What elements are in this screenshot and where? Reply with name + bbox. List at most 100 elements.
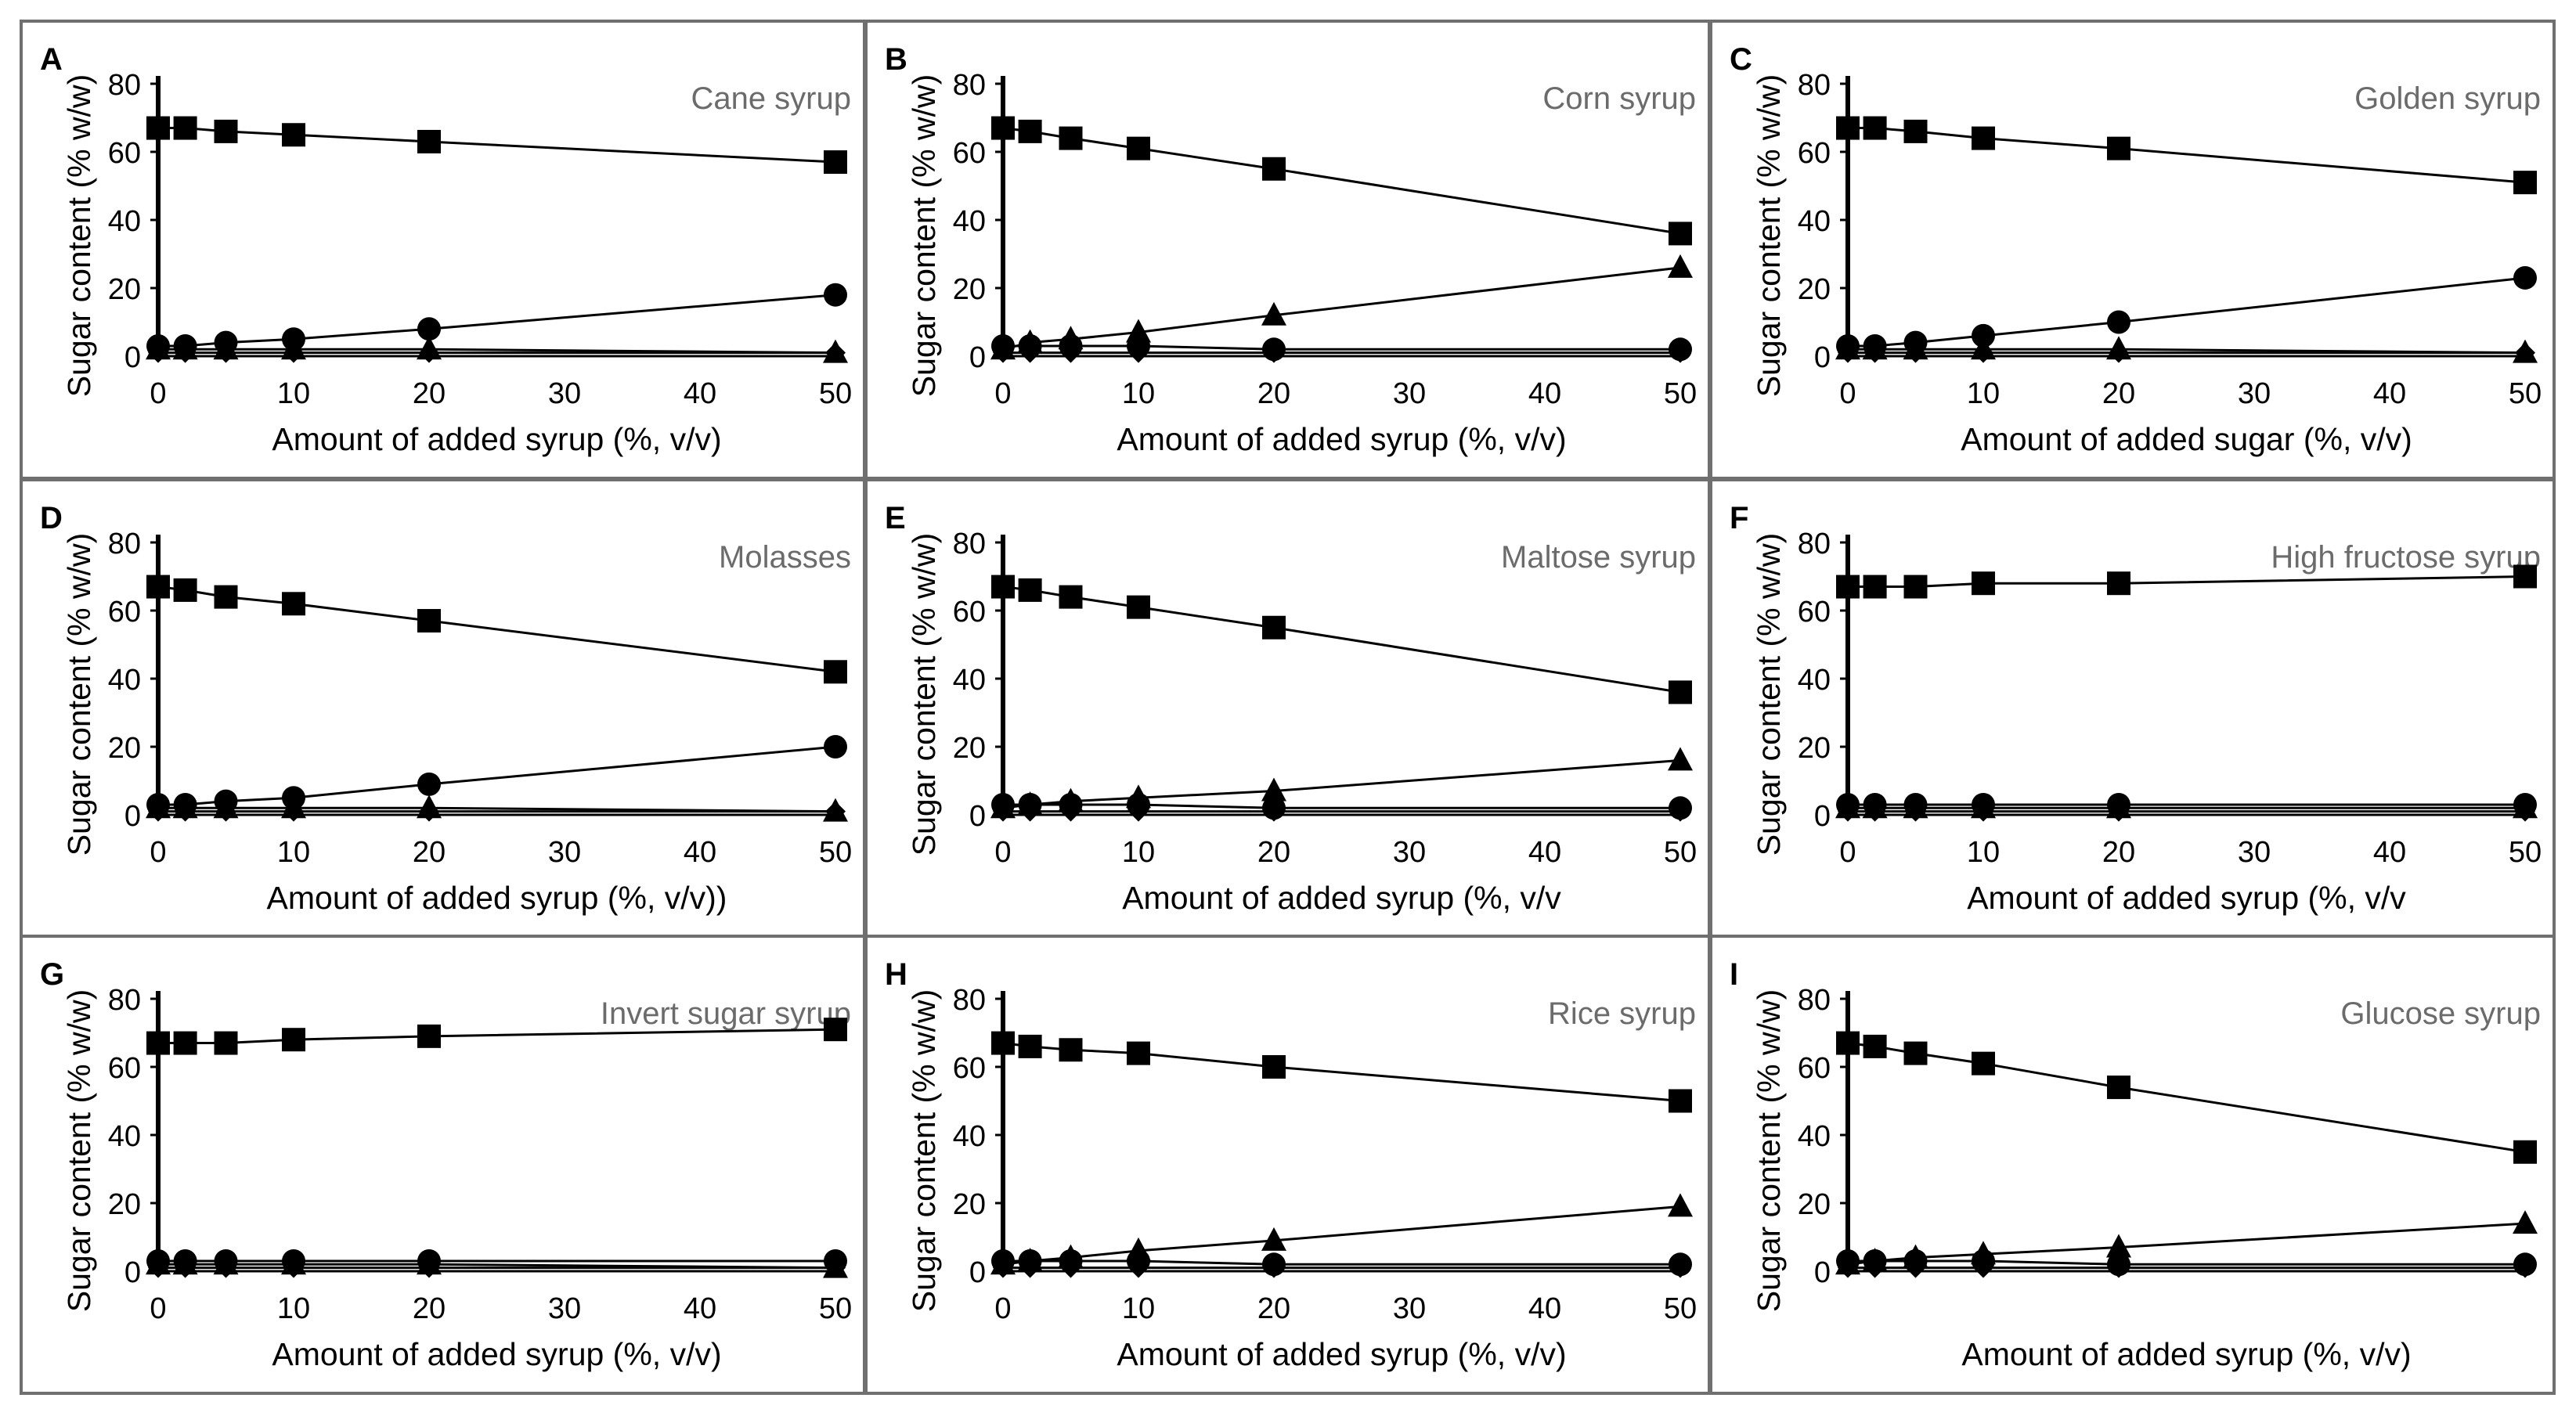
y-axis-label: Sugar content (% w/w) bbox=[61, 533, 97, 856]
panel-label: E bbox=[885, 501, 906, 535]
chart-panel-b: B Corn syrup 0 20 40 60 80 0 10 20 30 40 50 Amount of… bbox=[864, 20, 1711, 480]
x-axis-label: Amount of added syrup (%, v/v) bbox=[1961, 1336, 2411, 1372]
data-point-square bbox=[1127, 136, 1150, 160]
panel-title: Maltose syrup bbox=[1501, 540, 1696, 575]
x-tick-label: 0 bbox=[150, 1292, 166, 1325]
data-point-diamond bbox=[419, 1257, 439, 1278]
x-tick-label: 0 bbox=[1839, 836, 1856, 869]
panel-title: Golden syrup bbox=[2354, 81, 2541, 116]
data-point-diamond bbox=[1905, 342, 1926, 363]
data-point-square bbox=[1972, 1051, 1995, 1076]
x-tick-label: 30 bbox=[1393, 1292, 1426, 1325]
data-point-square bbox=[1903, 1041, 1928, 1065]
data-point-square bbox=[146, 575, 170, 599]
data-point-square bbox=[1669, 680, 1692, 704]
data-point-square bbox=[991, 575, 1015, 599]
panel-title: Corn syrup bbox=[1542, 81, 1696, 116]
x-axis-label: Amount of added syrup (%, v/v) bbox=[272, 421, 721, 457]
data-point-diamond bbox=[283, 342, 304, 363]
y-tick-label: 80 bbox=[108, 528, 141, 560]
data-point-square bbox=[991, 1031, 1015, 1055]
panel-border bbox=[864, 20, 1711, 480]
x-tick-label: 20 bbox=[1257, 836, 1290, 869]
data-point-square bbox=[824, 1018, 847, 1042]
x-axis-label: Amount of added syrup (%, v/v)) bbox=[267, 880, 727, 916]
panel-border bbox=[864, 478, 1711, 939]
data-point-square bbox=[1836, 575, 1860, 599]
x-tick-label: 50 bbox=[819, 836, 852, 869]
data-point-square bbox=[214, 119, 238, 143]
y-tick-label: 20 bbox=[108, 273, 141, 306]
y-tick-label: 40 bbox=[953, 664, 986, 697]
data-point-square bbox=[173, 578, 197, 602]
x-tick-label: 40 bbox=[2373, 377, 2406, 410]
data-point-circle bbox=[824, 735, 847, 758]
x-axis-label: Amount of added syrup (%, v/v bbox=[1122, 880, 1561, 916]
x-tick-label: 50 bbox=[819, 377, 852, 410]
y-tick-label: 0 bbox=[1814, 341, 1831, 374]
data-point-diamond bbox=[148, 342, 168, 363]
y-axis-label: Sugar content (% w/w) bbox=[906, 74, 942, 397]
x-tick-label: 0 bbox=[994, 836, 1011, 869]
x-tick-label: 20 bbox=[2102, 836, 2135, 869]
data-point-square bbox=[2107, 1076, 2130, 1100]
data-point-square bbox=[1127, 1041, 1150, 1065]
x-tick-label: 40 bbox=[2373, 836, 2406, 869]
data-point-square bbox=[1863, 575, 1887, 599]
x-tick-label: 30 bbox=[2238, 836, 2271, 869]
data-point-square bbox=[1669, 222, 1692, 246]
x-tick-label: 10 bbox=[277, 836, 310, 869]
data-point-square bbox=[417, 609, 441, 633]
x-tick-label: 10 bbox=[277, 377, 310, 410]
data-point-diamond bbox=[1905, 1257, 1926, 1278]
x-tick-label: 20 bbox=[1257, 377, 1290, 410]
data-point-triangle bbox=[2106, 1234, 2131, 1258]
data-point-diamond bbox=[1838, 801, 1858, 822]
data-point-square bbox=[214, 585, 238, 609]
y-tick-label: 40 bbox=[1798, 1120, 1831, 1153]
data-point-circle bbox=[2107, 310, 2130, 334]
data-point-diamond bbox=[419, 342, 439, 363]
y-tick-label: 80 bbox=[1798, 528, 1831, 560]
x-tick-label: 10 bbox=[1122, 377, 1155, 410]
x-tick-label: 10 bbox=[1122, 1292, 1155, 1325]
data-point-diamond bbox=[215, 1257, 236, 1278]
data-point-diamond bbox=[175, 1257, 196, 1278]
data-point-diamond bbox=[1060, 342, 1081, 363]
x-axis-label: Amount of added syrup (%, v/v) bbox=[1117, 1336, 1566, 1372]
panel-label: I bbox=[1730, 957, 1738, 992]
x-tick-label: 30 bbox=[548, 836, 581, 869]
data-point-square bbox=[2107, 136, 2130, 160]
data-point-square bbox=[2513, 564, 2537, 589]
data-point-square bbox=[824, 660, 847, 684]
x-tick-label: 30 bbox=[548, 1292, 581, 1325]
panel-border bbox=[20, 20, 866, 480]
panel-title: Molasses bbox=[719, 540, 851, 575]
data-point-circle bbox=[2513, 265, 2537, 290]
data-point-diamond bbox=[1264, 801, 1284, 822]
y-tick-label: 60 bbox=[953, 596, 986, 629]
x-tick-label: 0 bbox=[994, 1292, 1011, 1325]
data-point-diamond bbox=[215, 342, 236, 363]
data-point-diamond bbox=[1973, 342, 1993, 363]
chart-panel-e: E Maltose syrup 0 20 40 60 80 0 10 20 30 40 50 Amount… bbox=[864, 478, 1711, 939]
x-tick-label: 50 bbox=[819, 1292, 852, 1325]
data-point-square bbox=[282, 1028, 305, 1052]
x-tick-label: 10 bbox=[1967, 836, 2000, 869]
panel-border bbox=[20, 935, 866, 1395]
data-point-diamond bbox=[1864, 1257, 1885, 1278]
chart-panel-g: G Invert sugar syrup 0 20 40 60 80 0 10 20 30 40 50 A… bbox=[20, 935, 866, 1395]
y-tick-label: 20 bbox=[108, 1188, 141, 1221]
x-tick-label: 0 bbox=[1839, 377, 1856, 410]
y-axis-label: Sugar content (% w/w) bbox=[1751, 533, 1787, 856]
chart-panel-a: A Cane syrup 0 20 40 60 80 0 10 20 30 40 50 Amount of… bbox=[20, 20, 866, 480]
data-point-diamond bbox=[1838, 1257, 1858, 1278]
y-tick-label: 20 bbox=[108, 732, 141, 765]
x-tick-label: 0 bbox=[150, 377, 166, 410]
y-axis-label: Sugar content (% w/w) bbox=[61, 74, 97, 397]
data-point-diamond bbox=[825, 801, 846, 822]
data-point-square bbox=[173, 116, 197, 140]
x-tick-label: 40 bbox=[684, 836, 716, 869]
chart-panel-i: I Glucose syrup 0 20 40 60 80 Amount of added s… bbox=[1709, 935, 2556, 1395]
x-tick-label: 30 bbox=[2238, 377, 2271, 410]
